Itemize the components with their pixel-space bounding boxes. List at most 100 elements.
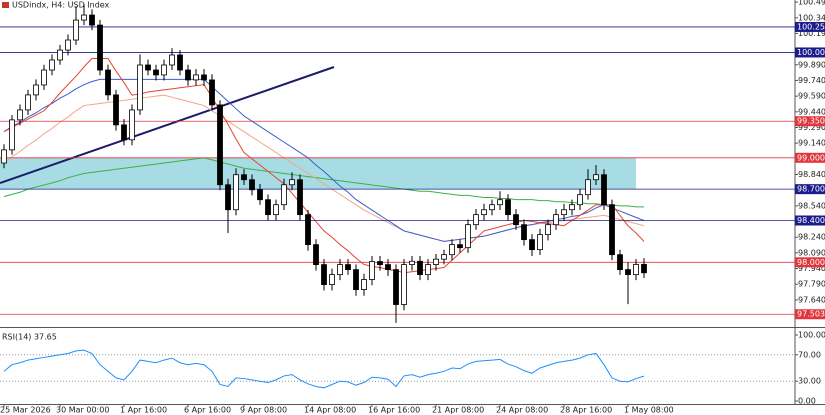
candle-body [513, 214, 519, 226]
level-tag [795, 152, 825, 163]
candle-body [441, 254, 447, 260]
level-tag [795, 47, 825, 58]
y-tick-label: 98.240 [798, 233, 825, 242]
support-zone [0, 157, 636, 190]
x-tick-label: 6 Apr 16:00 [184, 406, 231, 415]
candle-body [345, 264, 351, 271]
moving-average [3, 58, 645, 274]
y-tick-label: 98.840 [798, 170, 825, 179]
candle-body [97, 24, 103, 71]
candle-body [537, 234, 543, 251]
chart-header: USDindx, H4: USD Index [12, 1, 110, 10]
candle-body [617, 254, 623, 271]
candle-body [1, 149, 7, 164]
level-tag [795, 21, 825, 32]
level-label: 100.252 [797, 22, 825, 31]
candle-body [633, 263, 639, 276]
y-tick-label: 100.340 [798, 13, 825, 22]
candle-body [25, 94, 31, 111]
candle-body [41, 69, 47, 86]
candle-body [249, 179, 255, 191]
candle-body [641, 263, 647, 274]
candle-body [129, 109, 135, 141]
x-tick-label: 14 Apr 08:00 [304, 406, 356, 415]
level-label: 98.000 [797, 258, 825, 267]
candle-body [305, 214, 311, 246]
x-tick-label: 1 Apr 16:00 [120, 406, 167, 415]
candle-body [113, 94, 119, 126]
candle-body [625, 269, 631, 276]
candle-body [417, 260, 423, 276]
candle-body [577, 194, 583, 206]
candle-body [201, 74, 207, 81]
candle-body [489, 204, 495, 211]
x-tick-label: 21 Apr 08:00 [432, 406, 484, 415]
candle-body [569, 204, 575, 211]
candle-body [73, 19, 79, 41]
level-label: 100.008 [797, 48, 825, 57]
candle-body [273, 204, 279, 216]
candle-body [217, 104, 223, 186]
candle-body [497, 199, 503, 206]
level-tag [795, 184, 825, 195]
candle-body [529, 239, 535, 251]
indicator-title: RSI(14) 37.65 [2, 333, 57, 342]
candle-body [289, 179, 295, 186]
candle-body [609, 204, 615, 256]
candle-body [169, 54, 175, 66]
y-tick-label: 98.090 [798, 248, 825, 257]
y-tick-label: 99.590 [798, 92, 825, 101]
y-tick-label: 97.640 [798, 295, 825, 304]
y-tick-label: 99.740 [798, 76, 825, 85]
candle-body [505, 199, 511, 216]
candle-body [9, 119, 15, 151]
candle-body [481, 209, 487, 216]
candle-body [361, 279, 367, 290]
candle-body [49, 59, 55, 71]
y-tick-label: 100.00 [798, 331, 825, 340]
candle-body [137, 64, 143, 111]
level-label: 99.350 [797, 117, 825, 126]
candle-body [153, 69, 159, 76]
candle-body [241, 174, 247, 181]
candle-body [297, 179, 303, 216]
candle-body [89, 14, 95, 26]
x-tick-label: 30 Mar 00:00 [56, 406, 109, 415]
candle-body [601, 174, 607, 206]
candle-body [329, 274, 335, 285]
y-tick-label: 99.890 [798, 60, 825, 69]
y-tick-label: 99.290 [798, 123, 825, 132]
candle-body [585, 179, 591, 196]
candle-body [409, 260, 415, 265]
candle-body [57, 49, 63, 61]
candle-body [233, 174, 239, 211]
candle-body [401, 264, 407, 305]
candle-body [425, 264, 431, 276]
candle-body [553, 214, 559, 226]
candle-body [121, 124, 127, 141]
candle-body [265, 199, 271, 216]
y-tick-label: 99.440 [798, 107, 825, 116]
y-tick-label: 100.190 [798, 29, 825, 38]
candle-body [457, 244, 463, 249]
y-tick-label: 97.940 [798, 264, 825, 273]
x-tick-label: 25 Mar 2026 [0, 406, 51, 415]
candle-body [545, 224, 551, 236]
candle-body [385, 264, 391, 271]
candle-body [81, 14, 87, 21]
x-tick-label: 1 May 08:00 [624, 406, 674, 415]
candle-body [209, 79, 215, 106]
candle-body [433, 258, 439, 265]
level-tag [795, 257, 825, 268]
candle-body [193, 74, 199, 81]
x-tick-label: 9 Apr 08:00 [240, 406, 287, 415]
level-label: 99.000 [797, 153, 825, 162]
rsi-line [3, 349, 645, 389]
candle-body [321, 264, 327, 285]
candle-body [17, 109, 23, 121]
candle-body [369, 261, 375, 280]
candle-body [225, 184, 231, 211]
candle-body [313, 244, 319, 265]
x-tick-label: 28 Apr 16:00 [560, 406, 612, 415]
